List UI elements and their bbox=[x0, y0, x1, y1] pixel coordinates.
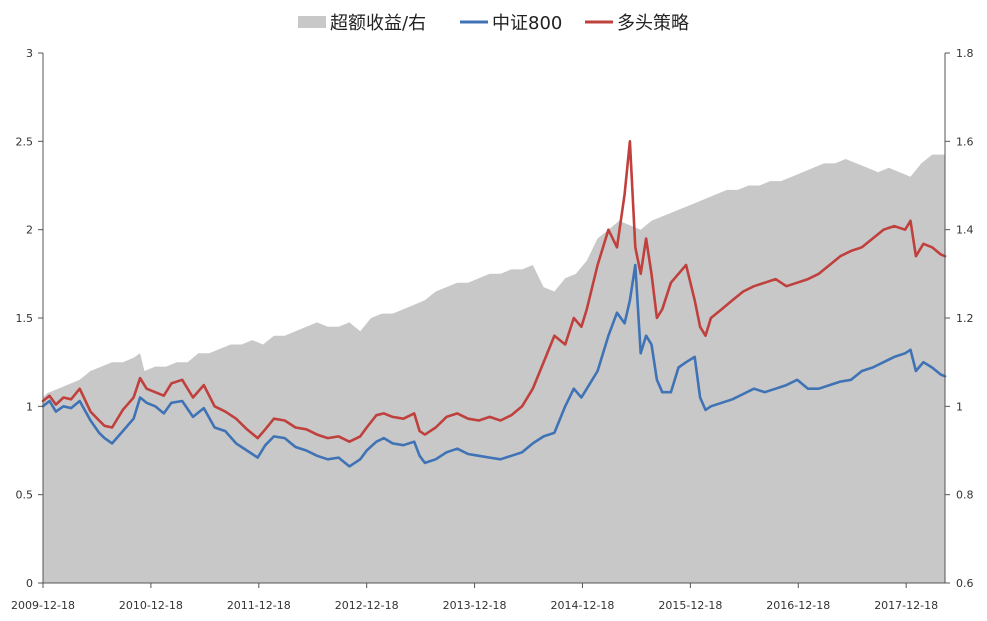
legend-label: 多头策略 bbox=[617, 13, 689, 34]
legend-swatch-area bbox=[298, 16, 326, 28]
series-area-0 bbox=[43, 154, 945, 583]
y-right-tick-label: 0.6 bbox=[956, 577, 974, 590]
x-tick-label: 2010-12-18 bbox=[119, 599, 183, 612]
x-tick-label: 2013-12-18 bbox=[443, 599, 507, 612]
y-left-tick-label: 0.5 bbox=[16, 489, 34, 502]
y-left-tick-label: 2 bbox=[26, 224, 33, 237]
y-right-tick-label: 1.4 bbox=[956, 224, 974, 237]
x-tick-label: 2012-12-18 bbox=[335, 599, 399, 612]
y-left-tick-label: 0 bbox=[26, 577, 33, 590]
y-right-tick-label: 1.6 bbox=[956, 135, 974, 148]
x-tick-label: 2015-12-18 bbox=[658, 599, 722, 612]
y-right-tick-label: 1.2 bbox=[956, 312, 974, 325]
y-left-tick-label: 3 bbox=[26, 47, 33, 60]
x-tick-label: 2011-12-18 bbox=[227, 599, 291, 612]
series-line-1 bbox=[41, 263, 947, 468]
y-right-tick-label: 0.8 bbox=[956, 489, 974, 502]
x-tick-label: 2017-12-18 bbox=[874, 599, 938, 612]
x-tick-label: 2016-12-18 bbox=[766, 599, 830, 612]
y-right-tick-label: 1.8 bbox=[956, 47, 974, 60]
y-left-tick-label: 1 bbox=[26, 400, 33, 413]
legend-label: 中证800 bbox=[492, 13, 562, 34]
legend-label: 超额收益/右 bbox=[330, 13, 426, 34]
x-tick-label: 2014-12-18 bbox=[551, 599, 615, 612]
y-left-tick-label: 1.5 bbox=[16, 312, 34, 325]
area-layer bbox=[43, 154, 945, 583]
line-layer bbox=[41, 140, 947, 468]
legend: 超额收益/右 中证800 多头策略 bbox=[298, 13, 689, 34]
y-left-tick-label: 2.5 bbox=[16, 135, 34, 148]
x-tick-label: 2009-12-18 bbox=[11, 599, 75, 612]
axes-layer: 0 0.5 1 1.5 2 2.5 3 0.6 0.8 1 1.2 1.4 1.6 1.8 2009-12-… bbox=[11, 47, 973, 612]
y-right-tick-label: 1 bbox=[956, 400, 963, 413]
series-line-2 bbox=[41, 140, 947, 443]
